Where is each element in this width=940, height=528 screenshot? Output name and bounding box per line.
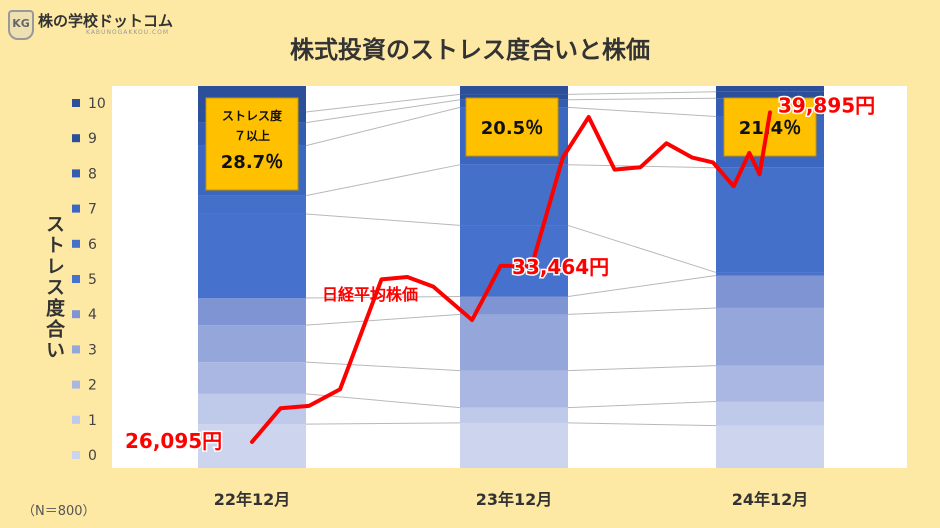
series-connector-line bbox=[567, 91, 717, 95]
series-connector-line bbox=[305, 213, 461, 226]
bar-segment bbox=[460, 422, 568, 468]
series-connector-line bbox=[567, 224, 717, 273]
legend-swatch bbox=[72, 99, 80, 107]
nikkei-series-label: 日経平均株価 bbox=[322, 285, 418, 304]
series-connector-line bbox=[305, 93, 461, 113]
category-label: 22年12月 bbox=[214, 490, 291, 509]
bar-segment bbox=[460, 296, 568, 315]
series-connector-line bbox=[305, 164, 461, 197]
stress-box-value: 20.5％ bbox=[481, 118, 543, 139]
series-connector-line bbox=[567, 365, 717, 372]
nikkei-line bbox=[250, 110, 772, 444]
bar-segment bbox=[460, 407, 568, 423]
bar-segment bbox=[460, 370, 568, 408]
legend-swatch bbox=[72, 275, 80, 283]
series-connector-line bbox=[567, 401, 717, 409]
bar-segment bbox=[716, 86, 824, 92]
bar-segment bbox=[198, 195, 306, 214]
series-connector-line bbox=[567, 422, 717, 427]
legend-label: 2 bbox=[88, 378, 97, 394]
logo-name: 株の学校ドットコム bbox=[38, 12, 174, 30]
nikkei-price-label: 39,895円 bbox=[778, 93, 875, 117]
bar-segment bbox=[460, 314, 568, 371]
series-connector-line bbox=[305, 295, 461, 299]
stress-box bbox=[723, 97, 817, 157]
bar-segment bbox=[716, 401, 824, 426]
legend-label: 10 bbox=[88, 96, 106, 112]
series-connector-line bbox=[305, 106, 461, 147]
bar-segment bbox=[716, 272, 824, 276]
legend: 0 1 2 3 4 5 6 7 8 9 10 bbox=[72, 96, 106, 464]
category-label: 24年12月 bbox=[732, 490, 809, 509]
legend-label: 1 bbox=[88, 413, 97, 429]
legend-label: 4 bbox=[88, 307, 97, 323]
series-connector-line bbox=[567, 274, 717, 297]
series-connector-line bbox=[567, 106, 717, 118]
sample-size-note: （N＝800） bbox=[22, 504, 96, 519]
site-logo: KG 株の学校ドットコム KABUNOGAKKOU.COM bbox=[8, 8, 208, 42]
legend-label: 8 bbox=[88, 166, 97, 182]
legend-label: 5 bbox=[88, 272, 97, 288]
bar-segment bbox=[716, 425, 824, 468]
series-connector-line bbox=[567, 307, 717, 315]
legend-swatch bbox=[72, 310, 80, 319]
legend-swatch bbox=[72, 134, 80, 143]
stress-box bbox=[465, 97, 559, 157]
legend-swatch bbox=[72, 239, 80, 248]
series-connector-line bbox=[567, 97, 717, 101]
stress-box-value: 21.4％ bbox=[739, 118, 801, 139]
bar-segment bbox=[198, 213, 306, 299]
nikkei-price-label: 26,095円 bbox=[125, 429, 222, 453]
y-axis-label: ストレス度合い bbox=[43, 214, 65, 361]
logo-badge-icon: KG bbox=[8, 10, 34, 40]
bar-segment bbox=[716, 91, 824, 99]
stress-box-caption: ストレス度 bbox=[222, 108, 283, 123]
bar-segment bbox=[716, 275, 824, 308]
legend-label: 0 bbox=[88, 448, 97, 464]
legend-label: 9 bbox=[88, 131, 97, 147]
series-connector-line bbox=[305, 393, 461, 409]
nikkei-price-label: 33,464円 bbox=[512, 255, 609, 279]
bar-segment bbox=[460, 86, 568, 95]
legend-label: 6 bbox=[88, 237, 97, 253]
legend-swatch bbox=[72, 345, 80, 354]
category-label: 23年12月 bbox=[476, 490, 553, 509]
legend-swatch bbox=[72, 451, 80, 459]
series-connector-line bbox=[305, 361, 461, 372]
series-connector-line bbox=[305, 422, 461, 425]
legend-swatch bbox=[72, 415, 80, 424]
bar-segment bbox=[460, 225, 568, 297]
logo-subtitle: KABUNOGAKKOU.COM bbox=[86, 29, 170, 36]
stress-box-value: 28.7％ bbox=[221, 152, 283, 173]
bar-segment bbox=[198, 298, 306, 326]
series-connector-line bbox=[305, 99, 461, 124]
bar-segment bbox=[198, 362, 306, 394]
legend-label: 7 bbox=[88, 202, 97, 218]
bar-segment bbox=[198, 424, 306, 468]
bar-segment bbox=[716, 307, 824, 366]
legend-label: 3 bbox=[88, 342, 97, 358]
stress-box bbox=[205, 97, 299, 191]
chart-title: 株式投資のストレス度合いと株価 bbox=[290, 36, 650, 64]
stress-box-caption: ７以上 bbox=[234, 128, 270, 143]
legend-swatch bbox=[72, 380, 80, 389]
series-connector-line bbox=[305, 313, 461, 326]
bar-segment bbox=[460, 94, 568, 100]
legend-swatch bbox=[72, 169, 80, 178]
bar-segment bbox=[198, 325, 306, 363]
bar-segment bbox=[716, 365, 824, 402]
legend-swatch bbox=[72, 204, 80, 213]
